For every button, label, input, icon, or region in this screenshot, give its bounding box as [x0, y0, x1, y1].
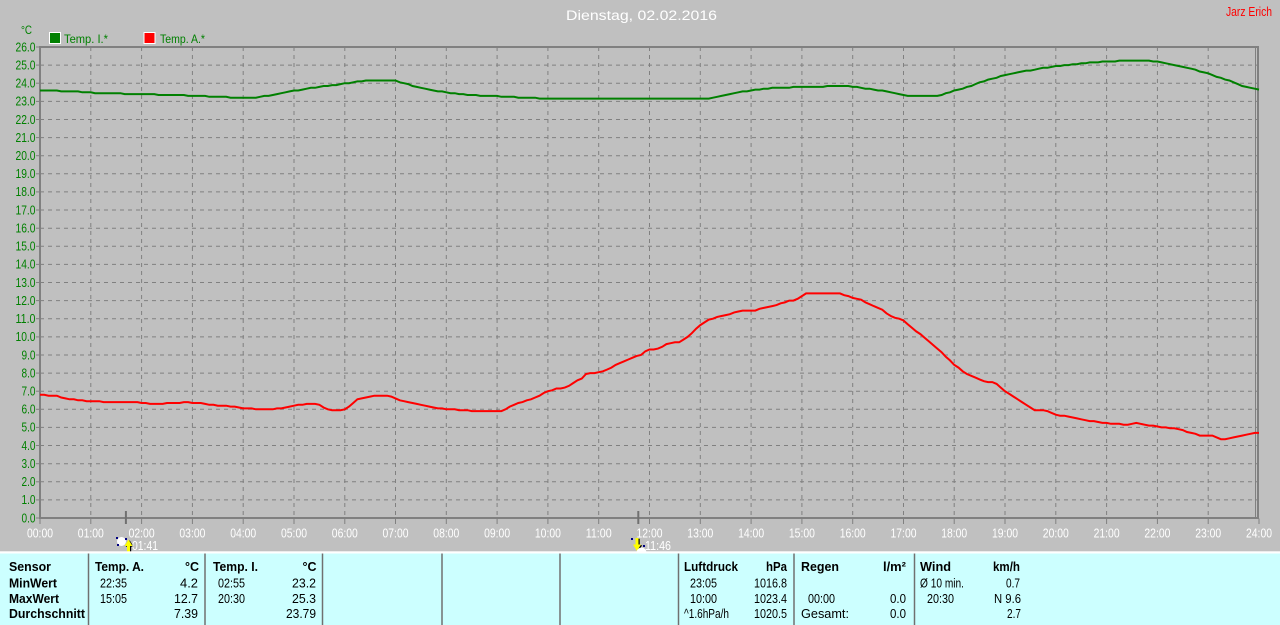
svg-text:02:55: 02:55 — [218, 576, 245, 590]
svg-text:Wind: Wind — [920, 560, 951, 574]
svg-text:18.0: 18.0 — [16, 185, 36, 199]
svg-text:17.0: 17.0 — [16, 203, 36, 217]
svg-text:0.7: 0.7 — [1006, 576, 1020, 590]
svg-text:MaxWert: MaxWert — [9, 592, 60, 606]
svg-text:18:00: 18:00 — [941, 527, 967, 541]
svg-text:0.0: 0.0 — [22, 511, 36, 525]
svg-text:24:00: 24:00 — [1246, 527, 1272, 541]
svg-text:21.0: 21.0 — [16, 131, 36, 145]
svg-text:1023.4: 1023.4 — [754, 592, 787, 606]
svg-text:°C: °C — [21, 23, 32, 37]
svg-text:23:00: 23:00 — [1195, 527, 1221, 541]
svg-text:07:00: 07:00 — [383, 527, 409, 541]
svg-text:12.7: 12.7 — [174, 592, 198, 606]
svg-text:25.0: 25.0 — [16, 58, 36, 72]
svg-text:1016.8: 1016.8 — [754, 576, 787, 590]
svg-text:2.0: 2.0 — [22, 475, 36, 489]
svg-text:°C: °C — [303, 560, 317, 574]
svg-text:8.0: 8.0 — [22, 366, 36, 380]
svg-text:20.0: 20.0 — [16, 149, 36, 163]
svg-text:0.0: 0.0 — [890, 607, 906, 621]
svg-text:3.0: 3.0 — [22, 457, 36, 471]
svg-text:1.0: 1.0 — [22, 493, 36, 507]
svg-text:15:05: 15:05 — [100, 592, 127, 606]
svg-text:17:00: 17:00 — [891, 527, 917, 541]
svg-text:Temp. A.: Temp. A. — [95, 560, 144, 574]
svg-text:4.0: 4.0 — [22, 439, 36, 453]
svg-text:10:00: 10:00 — [690, 592, 717, 606]
svg-text:06:00: 06:00 — [332, 527, 358, 541]
svg-text:14:00: 14:00 — [738, 527, 764, 541]
svg-text:^1.6hPa/h: ^1.6hPa/h — [684, 607, 729, 621]
svg-text:6.0: 6.0 — [22, 403, 36, 417]
svg-text:22:00: 22:00 — [1144, 527, 1170, 541]
svg-text:Temp. A.*: Temp. A.* — [160, 32, 205, 46]
svg-text:°C: °C — [185, 560, 199, 574]
svg-text:12:00: 12:00 — [637, 527, 663, 541]
svg-text:23.0: 23.0 — [16, 95, 36, 109]
svg-text:1020.5: 1020.5 — [754, 607, 787, 621]
svg-text:hPa: hPa — [766, 560, 788, 574]
svg-text:16:00: 16:00 — [840, 527, 866, 541]
svg-text:22:35: 22:35 — [100, 576, 127, 590]
svg-text:Luftdruck: Luftdruck — [684, 560, 738, 574]
svg-text:7.0: 7.0 — [22, 385, 36, 399]
svg-text:10:00: 10:00 — [535, 527, 561, 541]
svg-text:21:00: 21:00 — [1094, 527, 1120, 541]
svg-text:01:00: 01:00 — [78, 527, 104, 541]
svg-text:19:00: 19:00 — [992, 527, 1018, 541]
svg-text:01:41: 01:41 — [132, 539, 158, 553]
svg-text:Ø 10 min.: Ø 10 min. — [920, 576, 964, 590]
svg-text:20:30: 20:30 — [927, 592, 954, 606]
svg-text:15.0: 15.0 — [16, 240, 36, 254]
svg-text:l/m²: l/m² — [883, 560, 906, 574]
svg-text:11.0: 11.0 — [16, 312, 36, 326]
svg-text:15:00: 15:00 — [789, 527, 815, 541]
svg-text:N 9.6: N 9.6 — [994, 592, 1021, 606]
svg-text:11:00: 11:00 — [586, 527, 612, 541]
svg-text:0.0: 0.0 — [890, 592, 906, 606]
svg-text:10.0: 10.0 — [16, 330, 36, 344]
svg-text:Temp. I.*: Temp. I.* — [64, 32, 108, 46]
svg-text:Durchschnitt: Durchschnitt — [9, 607, 86, 621]
svg-text:Gesamt:: Gesamt: — [801, 607, 849, 621]
svg-text:Jarz Erich: Jarz Erich — [1226, 5, 1272, 19]
svg-text:08:00: 08:00 — [433, 527, 459, 541]
svg-text:23:05: 23:05 — [690, 576, 717, 590]
svg-text:16.0: 16.0 — [16, 222, 36, 236]
svg-text:25.3: 25.3 — [292, 592, 316, 606]
svg-text:Sensor: Sensor — [9, 560, 51, 574]
svg-text:24.0: 24.0 — [16, 77, 36, 91]
svg-text:5.0: 5.0 — [22, 421, 36, 435]
svg-text:MinWert: MinWert — [9, 576, 58, 590]
svg-text:13.0: 13.0 — [16, 276, 36, 290]
svg-text:05:00: 05:00 — [281, 527, 307, 541]
svg-text:23.79: 23.79 — [286, 607, 316, 621]
svg-text:Temp. I.: Temp. I. — [213, 560, 258, 574]
svg-text:04:00: 04:00 — [230, 527, 256, 541]
svg-text:14.0: 14.0 — [16, 258, 36, 272]
svg-text:13:00: 13:00 — [687, 527, 713, 541]
svg-text:00:00: 00:00 — [808, 592, 835, 606]
svg-text:km/h: km/h — [993, 560, 1020, 574]
svg-text:09:00: 09:00 — [484, 527, 510, 541]
svg-text:4.2: 4.2 — [180, 576, 198, 590]
svg-text:11:46: 11:46 — [645, 539, 671, 553]
svg-text:03:00: 03:00 — [179, 527, 205, 541]
svg-text:19.0: 19.0 — [16, 167, 36, 181]
svg-text:Regen: Regen — [801, 560, 839, 574]
svg-text:12.0: 12.0 — [16, 294, 36, 308]
svg-text:9.0: 9.0 — [22, 348, 36, 362]
svg-text:22.0: 22.0 — [16, 113, 36, 127]
svg-text:00:00: 00:00 — [27, 527, 53, 541]
svg-text:20:30: 20:30 — [218, 592, 245, 606]
svg-text:Dienstag, 02.02.2016: Dienstag, 02.02.2016 — [566, 8, 717, 23]
svg-text:23.2: 23.2 — [292, 576, 316, 590]
svg-text:7.39: 7.39 — [174, 607, 198, 621]
svg-text:2.7: 2.7 — [1007, 607, 1021, 621]
svg-text:20:00: 20:00 — [1043, 527, 1069, 541]
svg-text:26.0: 26.0 — [16, 40, 36, 54]
svg-text:02:00: 02:00 — [129, 527, 155, 541]
